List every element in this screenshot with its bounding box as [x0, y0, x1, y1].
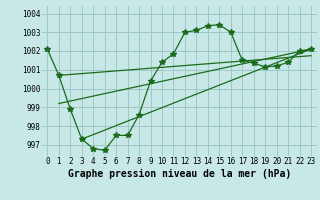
X-axis label: Graphe pression niveau de la mer (hPa): Graphe pression niveau de la mer (hPa): [68, 169, 291, 179]
